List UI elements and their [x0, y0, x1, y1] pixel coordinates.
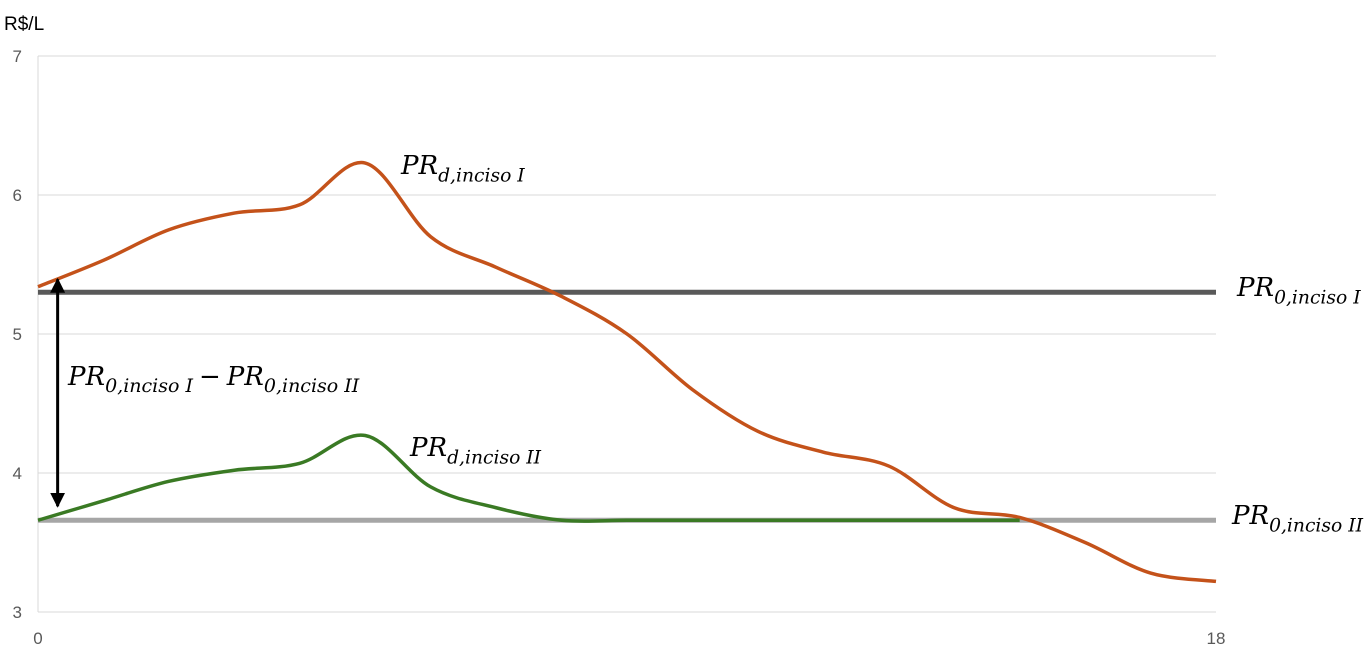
label-prd-inciso-i: PRd,inciso I — [400, 151, 525, 186]
x-tick-label: 0 — [33, 629, 42, 647]
y-axis-ticks: 3 4 5 6 7 — [13, 47, 22, 622]
label-prd-inciso-ii: PRd,inciso II — [409, 433, 542, 468]
y-tick-label: 5 — [13, 325, 22, 344]
series-layer — [37, 160, 1217, 584]
label-pr0-inciso-i: PR0,inciso I — [1236, 273, 1361, 308]
x-tick-label: 18 — [1207, 629, 1226, 647]
y-tick-label: 7 — [13, 47, 22, 66]
label-pr0-inciso-ii: PR0,inciso II — [1231, 501, 1364, 536]
difference-annotation: PR0,inciso I − PR0,inciso II — [50, 277, 360, 508]
gridlines — [38, 55, 1216, 474]
y-axis-unit-label: R$/L — [4, 14, 44, 35]
y-tick-label: 6 — [13, 186, 22, 205]
x-axis-ticks: 0 18 — [33, 629, 1225, 647]
y-tick-label: 4 — [13, 464, 22, 483]
y-tick-label: 3 — [13, 603, 22, 622]
difference-label: PR0,inciso I − PR0,inciso II — [67, 362, 360, 397]
series-line-prd-inciso-ii — [37, 433, 1020, 523]
series-labels: PRd,inciso I PRd,inciso II PR0,inciso I PR0… — [400, 151, 1364, 536]
series-line-prd-inciso-i — [37, 160, 1217, 584]
